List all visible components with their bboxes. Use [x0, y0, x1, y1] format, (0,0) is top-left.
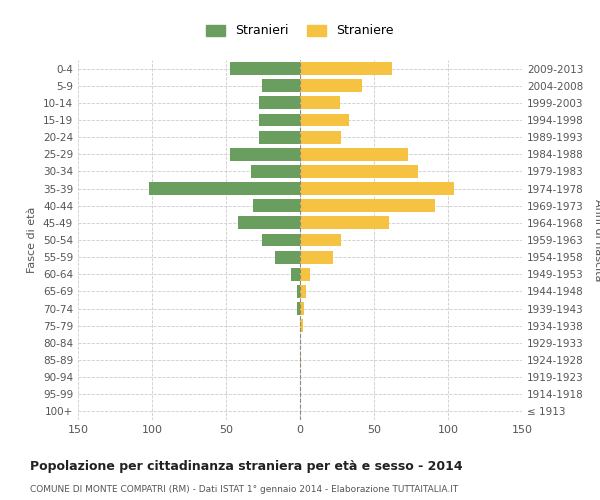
Y-axis label: Anni di nascita: Anni di nascita [593, 198, 600, 281]
Bar [300, 182, 454, 195]
Bar [300, 96, 340, 110]
Bar [259, 114, 300, 126]
Bar [238, 216, 300, 230]
Bar [300, 302, 304, 315]
Text: COMUNE DI MONTE COMPATRI (RM) - Dati ISTAT 1° gennaio 2014 - Elaborazione TUTTAI: COMUNE DI MONTE COMPATRI (RM) - Dati IST… [30, 485, 458, 494]
Bar [149, 182, 300, 195]
Bar [230, 62, 300, 75]
Bar [300, 320, 303, 332]
Bar [275, 250, 300, 264]
Bar [300, 354, 301, 366]
Bar [300, 130, 341, 143]
Bar [297, 285, 300, 298]
Bar [262, 80, 300, 92]
Bar [253, 200, 300, 212]
Bar [300, 165, 418, 178]
Bar [300, 250, 332, 264]
Bar [259, 130, 300, 143]
Bar [291, 268, 300, 280]
Bar [300, 80, 362, 92]
Bar [300, 216, 389, 230]
Bar [300, 62, 392, 75]
Bar [259, 96, 300, 110]
Bar [300, 285, 306, 298]
Bar [297, 302, 300, 315]
Legend: Stranieri, Straniere: Stranieri, Straniere [202, 20, 398, 42]
Y-axis label: Fasce di età: Fasce di età [28, 207, 37, 273]
Bar [300, 200, 434, 212]
Bar [300, 114, 349, 126]
Bar [230, 148, 300, 160]
Text: Popolazione per cittadinanza straniera per età e sesso - 2014: Popolazione per cittadinanza straniera p… [30, 460, 463, 473]
Bar [262, 234, 300, 246]
Bar [300, 148, 408, 160]
Bar [251, 165, 300, 178]
Bar [300, 268, 310, 280]
Bar [300, 234, 341, 246]
